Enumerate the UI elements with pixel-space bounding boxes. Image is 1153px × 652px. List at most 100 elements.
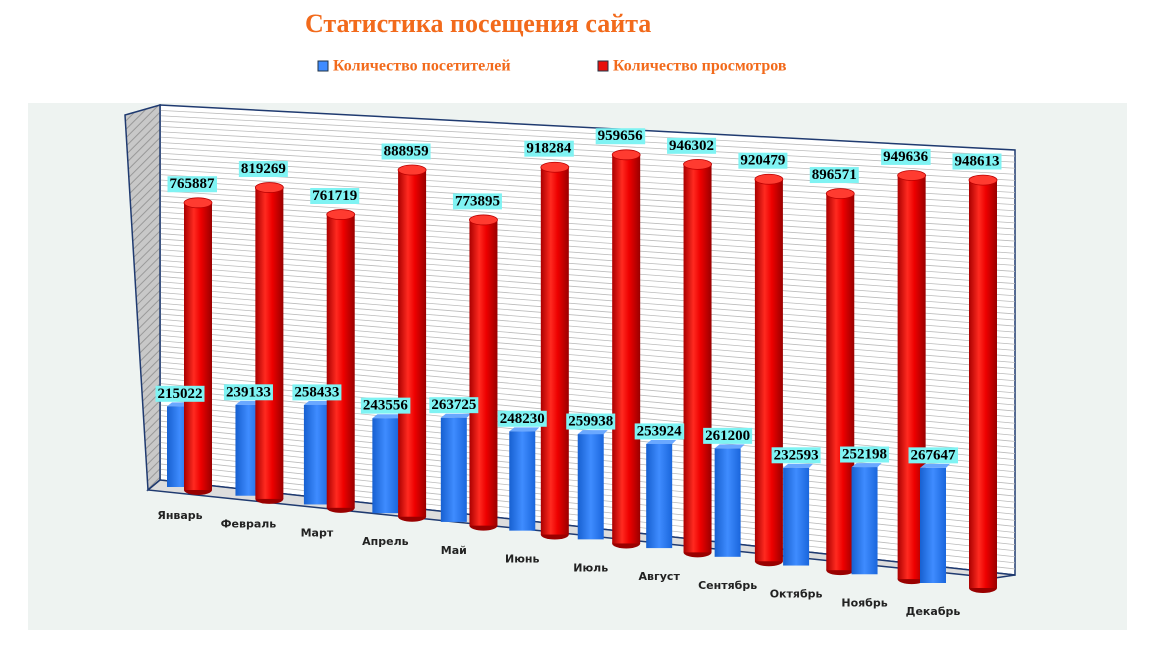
plot: Январь Февраль Март Апрель Май Июнь Июль Август… — [155, 128, 1002, 618]
bar — [611, 149, 641, 549]
bar — [577, 430, 608, 540]
value-label-bg — [667, 137, 717, 154]
value-label-text: 239133 — [226, 384, 271, 400]
bar — [509, 427, 540, 531]
legend-label: Количество посетителей — [333, 58, 511, 75]
bar-top — [183, 197, 213, 209]
bar — [783, 463, 814, 566]
value-label-bg — [238, 161, 288, 178]
wall-line — [159, 158, 1016, 212]
value-label-bg — [634, 423, 685, 440]
value-label-text: 918284 — [526, 141, 572, 157]
bar — [646, 439, 677, 549]
value-label: 948613 — [952, 153, 1002, 170]
value-label-text: 267647 — [911, 447, 957, 463]
wall-line — [159, 152, 1016, 206]
x-tick-label: Июль — [573, 561, 608, 574]
bar-top — [611, 149, 641, 161]
value-label-text: 215022 — [158, 386, 203, 402]
value-label: 949636 — [881, 148, 931, 165]
bar — [825, 188, 855, 576]
bar-front — [851, 467, 878, 575]
value-label-bg — [524, 140, 574, 157]
value-label-bg — [809, 167, 859, 184]
wall-line — [159, 367, 1016, 448]
value-label-bg — [292, 384, 342, 401]
wall-line — [159, 233, 1016, 297]
wall-line — [159, 292, 1016, 363]
bar — [851, 463, 882, 575]
bar-top — [372, 414, 403, 419]
bar-front — [920, 467, 946, 583]
value-label: 258433 — [292, 384, 342, 401]
bar-body — [184, 202, 212, 491]
bar-body — [969, 180, 997, 588]
value-label: 896571 — [809, 167, 859, 184]
value-label-bg — [881, 148, 931, 165]
wall-line — [159, 211, 1016, 272]
legend-swatch — [597, 60, 609, 72]
value-label-bg — [738, 152, 788, 169]
value-label-bg — [452, 193, 502, 210]
bar-front — [714, 448, 741, 557]
bar-top — [440, 413, 471, 418]
bar-front — [303, 404, 330, 505]
value-label-text: 761719 — [312, 188, 357, 204]
wall-line — [159, 136, 1016, 187]
chart-title: Статистика посещения сайта — [305, 9, 651, 38]
value-label: 959656 — [595, 128, 646, 145]
wall-line — [159, 109, 1016, 157]
bar-front — [509, 431, 536, 531]
x-tick-label: Апрель — [362, 535, 409, 548]
bar-top — [646, 439, 677, 444]
bar — [440, 413, 471, 522]
value-label: 232593 — [771, 447, 821, 464]
wall-line — [159, 276, 1016, 345]
value-label: 920479 — [738, 152, 788, 169]
value-label: 252198 — [840, 446, 890, 463]
value-label: 773895 — [452, 193, 502, 210]
value-label-bg — [952, 153, 1002, 170]
bar-body — [540, 167, 569, 535]
legend-swatch — [317, 60, 329, 72]
wall-line — [159, 120, 1016, 169]
bar-top — [509, 427, 540, 432]
value-label-text: 896571 — [812, 167, 857, 183]
value-label-text: 258433 — [294, 384, 339, 400]
wall-line — [159, 142, 1016, 193]
bar-body — [826, 193, 855, 571]
wall-line — [159, 168, 1016, 224]
value-label-bg — [223, 384, 273, 401]
bar — [714, 444, 745, 557]
value-label-bg — [381, 143, 431, 160]
wall-line — [159, 184, 1016, 242]
wall-line — [159, 351, 1016, 430]
wall-line — [159, 195, 1016, 254]
value-label-text: 948613 — [955, 154, 1000, 170]
value-label: 248230 — [497, 410, 547, 427]
value-label-text: 259938 — [568, 414, 613, 430]
value-label-text: 773895 — [455, 193, 500, 209]
value-label-bg — [908, 447, 958, 464]
legend-label: Количество просмотров — [613, 58, 787, 75]
value-label-text: 232593 — [774, 447, 819, 463]
wall-line — [159, 217, 1016, 278]
wall-line — [159, 254, 1016, 321]
bar-top — [783, 463, 814, 468]
value-label: 215022 — [155, 385, 205, 402]
bar-top — [254, 182, 284, 193]
wall-line — [159, 174, 1016, 230]
bar-body — [612, 154, 641, 544]
bar-top — [577, 430, 608, 435]
wall-line — [159, 345, 1016, 424]
wall-line — [159, 259, 1016, 327]
wall-line — [159, 126, 1016, 175]
x-tick-label: Сентябрь — [698, 579, 757, 592]
value-label-text: 252198 — [842, 447, 887, 463]
x-tick-label: Январь — [157, 509, 202, 522]
value-label-text: 765887 — [170, 176, 216, 192]
wall-line — [159, 270, 1016, 339]
value-label: 761719 — [310, 187, 360, 204]
bar — [397, 164, 427, 522]
